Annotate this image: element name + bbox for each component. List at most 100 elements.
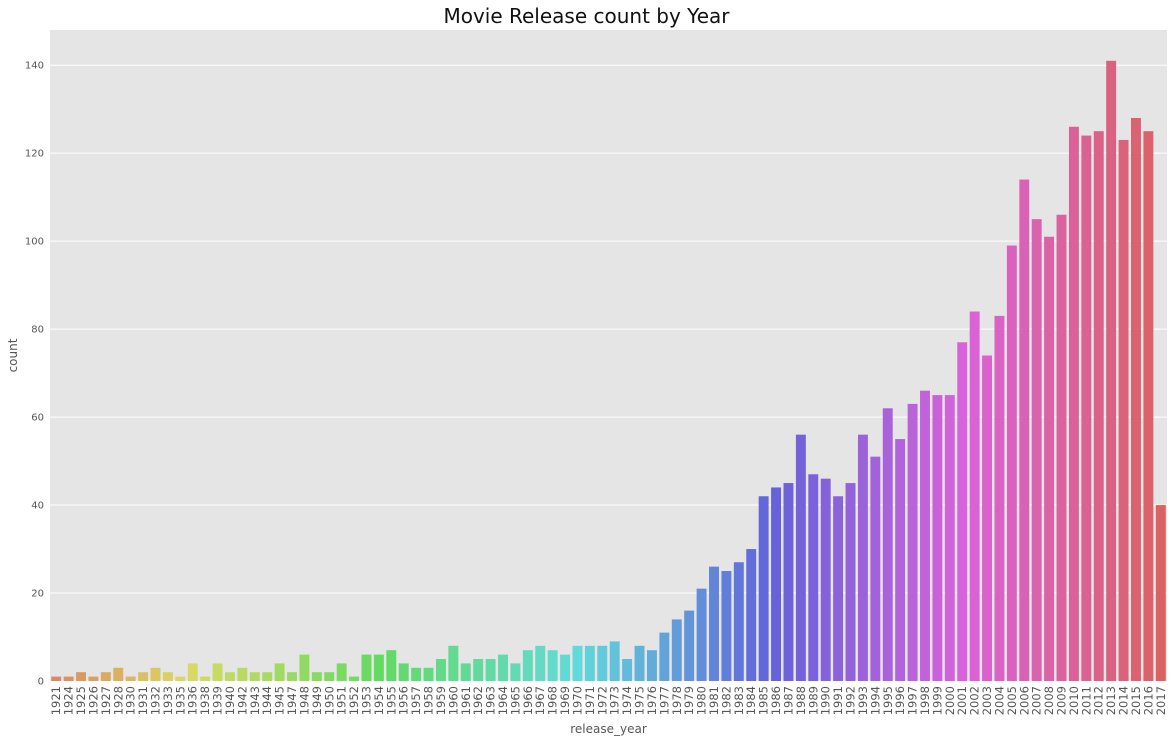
bar [1106,60,1117,682]
x-tick-label: 1952 [347,686,361,715]
x-tick-label: 2011 [1079,686,1093,715]
bar [982,355,993,681]
x-tick-label: 1931 [136,686,150,715]
x-tick-label: 1988 [794,686,808,715]
bar [88,676,99,681]
x-tick-label: 1990 [819,686,833,715]
x-tick-label: 1954 [372,686,386,715]
bar [1044,236,1055,681]
x-tick-label: 1983 [732,686,746,715]
x-tick-label: 1950 [322,686,336,715]
x-tick-label: 1964 [496,686,510,715]
x-tick-label: 1991 [831,686,845,715]
x-tick-label: 1959 [434,686,448,715]
bar [448,645,459,681]
y-tick-label: 140 [25,61,44,72]
x-tick-label: 1935 [173,686,187,715]
x-tick-label: 2003 [980,686,994,715]
bar [1118,139,1129,682]
x-tick-label: 2012 [1092,686,1106,715]
bar [709,566,719,681]
bar [473,659,484,681]
y-axis-label: count [6,338,20,372]
x-tick-label: 1972 [595,686,609,715]
x-tick-label: 1994 [868,686,882,715]
bar [547,650,558,681]
y-tick-label: 20 [31,589,44,600]
bar [262,672,273,681]
x-tick-label: 1981 [707,686,721,715]
bar [274,663,285,681]
y-tick-label: 100 [25,237,44,248]
bar [485,659,496,681]
bar [646,650,657,681]
x-tick-label: 1970 [570,686,584,715]
bar [324,672,335,681]
x-tick-label: 2005 [1005,686,1019,715]
x-tick-label: 1944 [260,686,274,715]
x-tick-label: 1965 [508,686,522,715]
x-tick-label: 1949 [310,686,324,715]
bar [597,645,608,681]
x-tick-label: 1984 [744,686,758,715]
bar [746,549,757,681]
bar [820,478,831,681]
x-axis-ticks: 1921192419251926192719281930193119321933… [49,686,1168,715]
x-tick-label: 1962 [471,686,485,715]
bar [311,672,322,681]
x-tick-label: 1967 [533,686,547,715]
bar [386,650,397,681]
x-tick-label: 1955 [384,686,398,715]
bar [249,672,260,681]
bar [907,403,918,681]
y-tick-label: 60 [31,413,44,424]
x-tick-label: 1977 [657,686,671,715]
x-tick-label: 1998 [918,686,932,715]
bar [795,434,806,681]
bar [100,672,111,681]
x-tick-label: 1975 [633,686,647,715]
x-tick-label: 2009 [1055,686,1069,715]
bar [398,663,409,681]
bar [162,672,173,681]
bar [373,654,384,681]
y-axis-ticks: 0 20 40 60 80 100 120 140 [25,61,44,688]
bar [237,667,248,681]
bar [1093,131,1104,681]
x-tick-label: 1995 [881,686,895,715]
bar [684,610,695,681]
bar [51,676,62,681]
bar [510,663,521,681]
x-tick-label: 1974 [620,686,634,715]
bar [435,659,446,681]
bar [1068,126,1079,682]
x-tick-label: 1973 [608,686,622,715]
bar [932,395,943,681]
x-tick-label: 2001 [955,686,969,715]
bar [224,672,235,681]
bar [969,311,980,681]
bar [1056,214,1067,682]
x-tick-label: 2000 [943,686,957,715]
bar [287,672,297,681]
bar [659,632,670,681]
bar [771,487,782,681]
x-tick-label: 1953 [359,686,373,715]
x-tick-label: 1987 [781,686,795,715]
x-tick-label: 1943 [248,686,262,715]
bar [696,588,707,681]
x-tick-label: 1942 [235,686,249,715]
bar [870,456,881,681]
x-tick-label: 1979 [682,686,696,715]
x-tick-label: 1985 [757,686,771,715]
x-tick-label: 1961 [459,686,473,715]
bar [733,562,744,681]
x-tick-label: 1993 [856,686,870,715]
bar [187,663,198,681]
x-tick-label: 1971 [583,686,597,715]
bar [150,667,161,681]
bar [845,483,856,681]
x-tick-label: 1948 [297,686,311,715]
x-tick-label: 1989 [806,686,820,715]
